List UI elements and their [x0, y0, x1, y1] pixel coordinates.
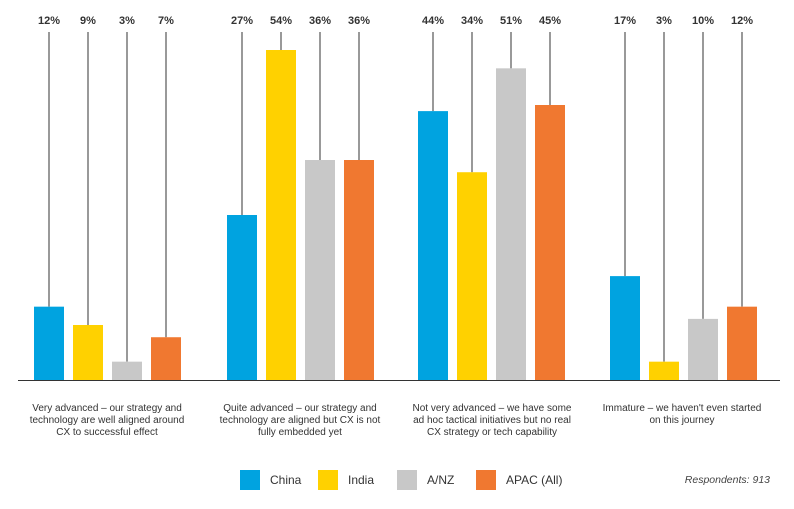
category-label-line: ad hoc tactical initiatives but no real: [413, 415, 571, 426]
bar-india-2: [266, 50, 296, 380]
legend-swatch: [240, 470, 260, 490]
data-label: 27%: [231, 15, 253, 27]
data-label: 12%: [38, 15, 60, 27]
category-label-line: on this journey: [649, 415, 715, 426]
legend-label: India: [348, 473, 375, 487]
category-group-2: 27% 54% 36% 36%: [227, 15, 374, 380]
category-label-line: CX to successful effect: [56, 427, 158, 438]
data-label: 17%: [614, 15, 636, 27]
data-label: 44%: [422, 15, 444, 27]
category-label-line: CX strategy or tech capability: [426, 427, 558, 438]
legend-swatch: [397, 470, 417, 490]
data-label: 34%: [461, 15, 483, 27]
bar-china-2: [227, 215, 257, 380]
bar-india-1: [73, 325, 103, 380]
data-label: 7%: [158, 15, 174, 27]
bar-apac-all--2: [344, 160, 374, 380]
legend-label: A/NZ: [427, 473, 455, 487]
bar-chart: 12% 9% 3% 7% 27% 54% 36% 36% 44% 34% 51% 45% 17% 3% 10…: [18, 15, 780, 381]
legend-label: China: [270, 473, 302, 487]
legend-label: APAC (All): [506, 473, 563, 487]
category-label-line: technology are aligned but CX is not: [219, 415, 381, 426]
category-group-1: 12% 9% 3% 7%: [34, 15, 181, 380]
legend-item-china: China: [240, 470, 301, 490]
data-label: 9%: [80, 15, 96, 27]
bar-apac-all--3: [535, 105, 565, 380]
legend-item-apac-all-: APAC (All): [476, 470, 562, 490]
category-label-line: fully embedded yet: [258, 427, 342, 438]
bar-china-4: [610, 276, 640, 380]
bar-a-nz-1: [112, 361, 142, 380]
bar-apac-all--1: [151, 337, 181, 380]
bar-apac-all--4: [727, 306, 757, 380]
bar-india-4: [649, 361, 679, 380]
data-label: 3%: [119, 15, 135, 27]
category-label-line: Not very advanced – we have some: [412, 403, 572, 414]
data-label: 10%: [692, 15, 714, 27]
bar-india-3: [457, 172, 487, 380]
data-label: 45%: [539, 15, 561, 27]
data-label: 36%: [348, 15, 370, 27]
data-label: 51%: [500, 15, 522, 27]
category-label-line: Very advanced – our strategy and: [32, 403, 182, 414]
data-label: 3%: [656, 15, 672, 27]
legend: China India A/NZ APAC (All): [0, 470, 794, 492]
data-label: 54%: [270, 15, 292, 27]
category-label-3: Not very advanced – we have some ad hoc t…: [407, 403, 577, 439]
category-group-3: 44% 34% 51% 45%: [418, 15, 565, 380]
category-label-1: Very advanced – our strategy and technolo…: [22, 403, 192, 439]
bar-a-nz-4: [688, 318, 718, 380]
category-label-4: Immature – we haven't even started on thi…: [597, 403, 767, 427]
legend-swatch: [318, 470, 338, 490]
bar-a-nz-2: [305, 160, 335, 380]
bar-china-3: [418, 111, 448, 380]
data-label: 36%: [309, 15, 331, 27]
category-label-2: Quite advanced – our strategy and technol…: [215, 403, 385, 439]
category-label-line: Quite advanced – our strategy and: [223, 403, 377, 414]
legend-swatch: [476, 470, 496, 490]
legend-item-india: India: [318, 470, 374, 490]
category-label-line: Immature – we haven't even started: [602, 403, 762, 414]
data-label: 12%: [731, 15, 753, 27]
category-label-line: technology are well aligned around: [29, 415, 185, 426]
legend-item-a-nz: A/NZ: [397, 470, 454, 490]
bar-china-1: [34, 306, 64, 380]
respondents-note: Respondents: 913: [684, 474, 770, 486]
bar-a-nz-3: [496, 68, 526, 380]
category-group-4: 17% 3% 10% 12%: [610, 15, 757, 380]
